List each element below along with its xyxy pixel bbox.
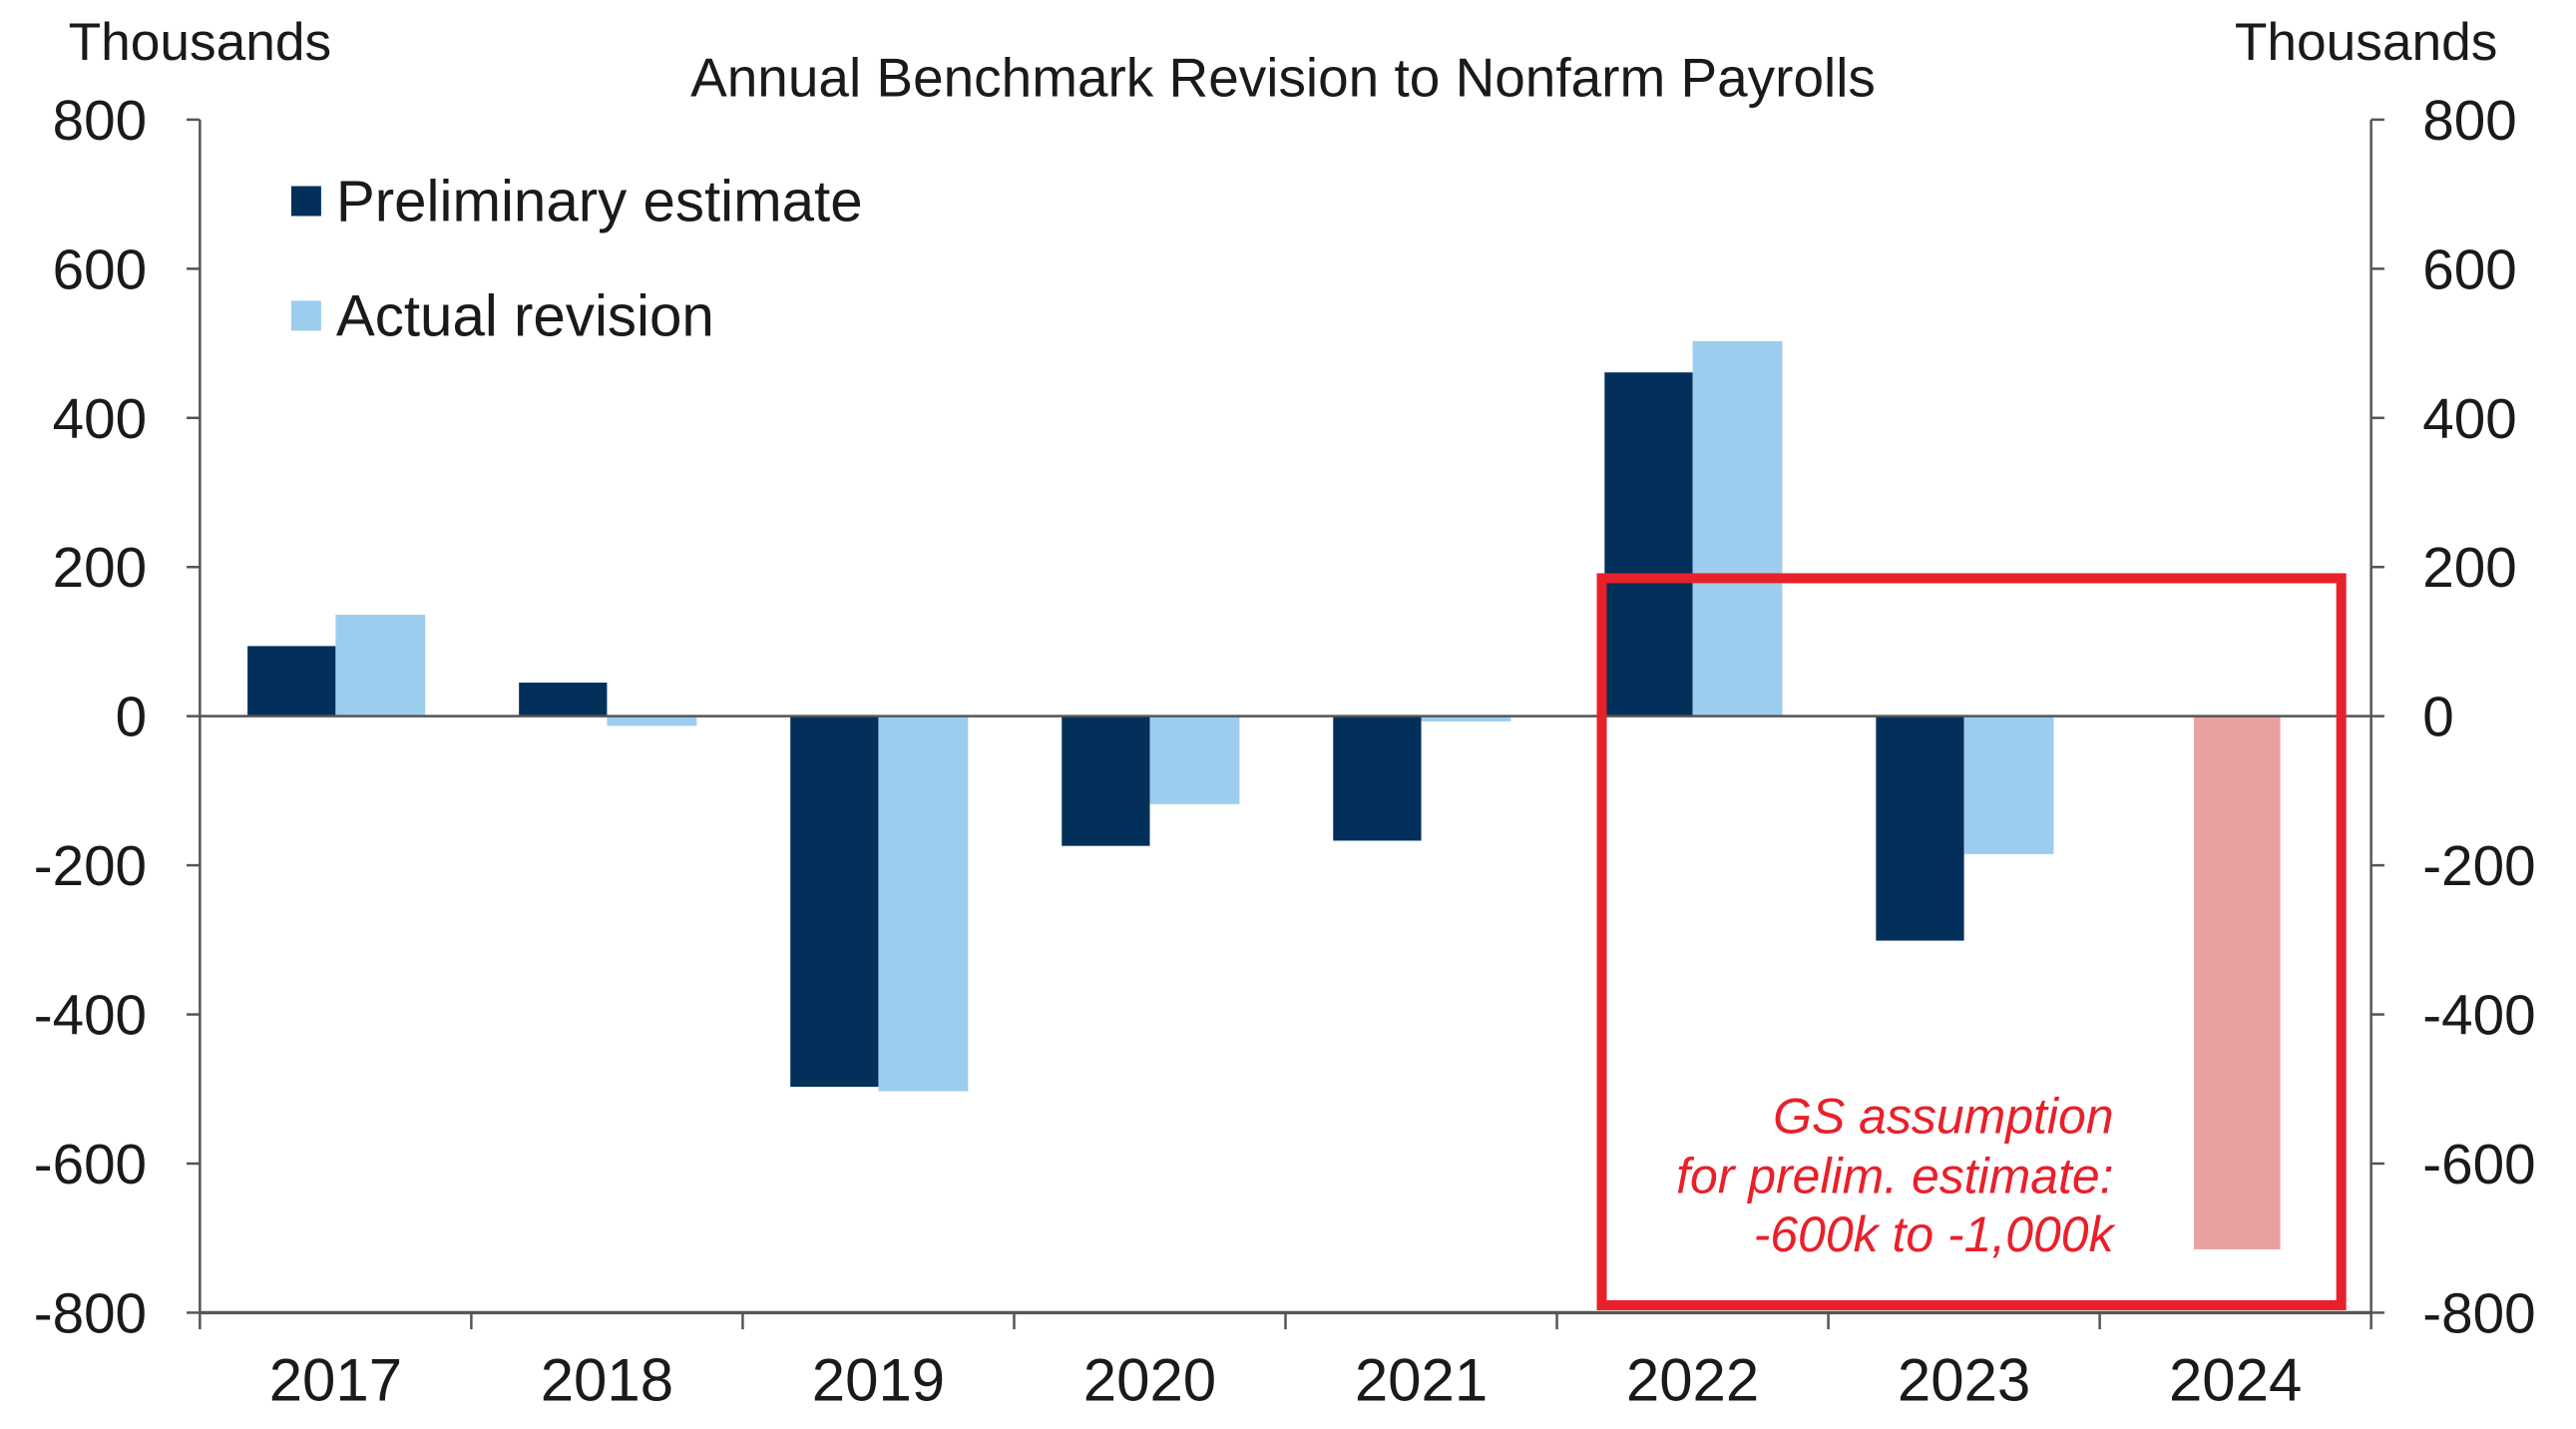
annotation-line-3: -600k to -1,000k — [1754, 1206, 2117, 1262]
left-y-tick-label: -800 — [34, 1281, 147, 1344]
right-y-tick-label: 400 — [2422, 387, 2516, 450]
bar-gs-assumption-2024 — [2194, 715, 2281, 1249]
right-axis-unit-label: Thousands — [2235, 13, 2498, 72]
left-y-tick-label: -200 — [34, 834, 147, 897]
left-y-tick-label: 600 — [53, 238, 147, 300]
bar-preliminary-estimate-2017 — [247, 646, 336, 716]
chart-title: Annual Benchmark Revision to Nonfarm Pay… — [690, 47, 1876, 109]
bar-preliminary-estimate-2023 — [1876, 715, 1964, 941]
bar-preliminary-estimate-2022 — [1604, 372, 1693, 716]
legend: Preliminary estimate Actual revision — [290, 169, 863, 348]
bar-preliminary-estimate-2020 — [1062, 715, 1150, 846]
x-tick-label-2019: 2019 — [812, 1347, 945, 1414]
right-y-tick-label: -400 — [2422, 984, 2535, 1047]
right-y-tick-label: -600 — [2422, 1133, 2535, 1195]
annotation: GS assumption for prelim. estimate: -600… — [1676, 1089, 2116, 1262]
legend-swatch-preliminary — [290, 186, 321, 217]
bar-actual-revision-2020 — [1149, 715, 1240, 804]
bar-actual-revision-2022 — [1692, 340, 1783, 716]
bar-actual-revision-2019 — [878, 715, 969, 1092]
x-tick-label-2020: 2020 — [1083, 1347, 1216, 1414]
left-y-tick-label: 400 — [53, 387, 147, 450]
left-y-tick-label: -400 — [34, 984, 147, 1047]
legend-swatch-actual — [290, 300, 321, 331]
left-y-tick-label: 800 — [53, 89, 147, 152]
bar-preliminary-estimate-2019 — [790, 715, 879, 1088]
legend-label-actual: Actual revision — [336, 283, 714, 348]
x-tick-label-2024: 2024 — [2169, 1347, 2302, 1414]
bar-actual-revision-2023 — [1963, 715, 2054, 854]
right-y-tick-label: 200 — [2422, 536, 2516, 599]
right-y-tick-label: 800 — [2422, 89, 2516, 152]
right-y-tick-label: -200 — [2422, 834, 2535, 897]
bar-preliminary-estimate-2018 — [519, 683, 608, 716]
x-tick-label-2022: 2022 — [1626, 1347, 1759, 1414]
highlight-box — [1596, 573, 2347, 1310]
x-tick-label-2023: 2023 — [1898, 1347, 2030, 1414]
annotation-line-2: for prelim. estimate: — [1676, 1149, 2113, 1204]
bar-preliminary-estimate-2021 — [1333, 715, 1422, 841]
left-y-tick-label: 0 — [116, 686, 147, 748]
bar-actual-revision-2021 — [1421, 715, 1511, 721]
x-tick-label-2018: 2018 — [541, 1347, 673, 1414]
right-y-tick-label: 600 — [2422, 238, 2516, 300]
right-y-tick-label: 0 — [2422, 686, 2453, 748]
legend-label-preliminary: Preliminary estimate — [336, 169, 863, 234]
left-y-tick-label: 200 — [53, 536, 147, 599]
right-y-tick-label: -800 — [2422, 1281, 2535, 1344]
left-y-tick-label: -600 — [34, 1133, 147, 1195]
x-tick-label-2021: 2021 — [1355, 1347, 1488, 1414]
bar-actual-revision-2018 — [607, 715, 697, 726]
annotation-line-1: GS assumption — [1773, 1089, 2113, 1145]
x-tick-label-2017: 2017 — [269, 1347, 402, 1414]
bar-actual-revision-2017 — [335, 615, 426, 716]
left-axis-unit-label: Thousands — [69, 13, 332, 72]
